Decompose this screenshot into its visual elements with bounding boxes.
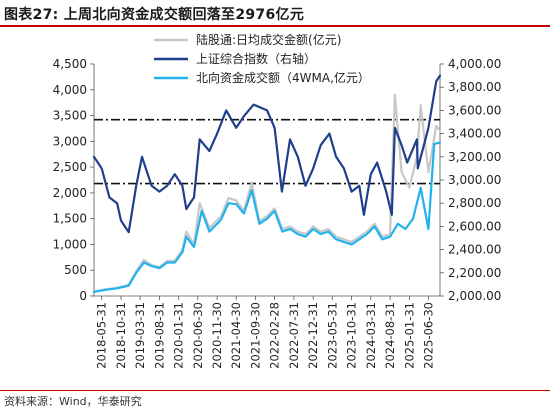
right-tick-label: 3,200.00	[448, 150, 501, 164]
x-tick-label: 2022-12-31	[306, 302, 320, 369]
figure-title-bar: 图表27: 上周北向资金成交额回落至2976亿元	[0, 0, 550, 27]
legend-label: 上证综合指数（右轴）	[196, 51, 316, 66]
chart-legend: 陆股通:日均成交金额(亿元) 上证综合指数（右轴） 北向资金成交额（4WMA,亿元）	[154, 32, 370, 85]
right-tick-label: 3,400.00	[448, 127, 501, 141]
x-tick-label: 2022-02-28	[268, 302, 282, 369]
left-tick-label: 3,500	[53, 109, 87, 123]
series-daily-turnover-line	[92, 93, 442, 293]
x-tick-label: 2024-08-31	[383, 302, 397, 369]
x-tick-label: 2021-09-30	[249, 302, 263, 369]
left-axis: 0 500 1,000 1,500 2,000 2,500 3,000 3,500 4,000 4…	[53, 57, 95, 303]
right-tick-label: 2,000.00	[448, 289, 501, 303]
title-rule	[0, 25, 550, 27]
right-tick-label: 2,200.00	[448, 266, 501, 280]
left-tick-label: 1,000	[53, 237, 87, 251]
legend-label: 陆股通:日均成交金额(亿元)	[196, 32, 341, 47]
x-tick-label: 2023-05-31	[325, 302, 339, 369]
right-tick-label: 3,600.00	[448, 103, 501, 117]
left-tick-label: 4,000	[53, 83, 87, 97]
right-tick-label: 2,400.00	[448, 243, 501, 257]
left-tick-label: 2,500	[53, 160, 87, 174]
figure-title: 图表27: 上周北向资金成交额回落至2976亿元	[4, 7, 305, 23]
x-tick-label: 2019-03-31	[133, 302, 147, 369]
right-tick-label: 2,600.00	[448, 219, 501, 233]
right-tick-label: 3,000.00	[448, 173, 501, 187]
x-tick-label: 2025-06-30	[421, 302, 435, 369]
left-tick-label: 0	[79, 289, 87, 303]
right-tick-label: 2,800.00	[448, 196, 501, 210]
x-tick-label: 2020-06-30	[191, 302, 205, 369]
x-tick-label: 2020-01-31	[172, 302, 186, 369]
x-tick-label: 2018-10-31	[114, 302, 128, 369]
x-tick-label: 2020-11-30	[210, 302, 224, 369]
series-sse-index-line	[92, 74, 442, 234]
right-tick-label: 4,000.00	[448, 57, 501, 71]
x-tick-label: 2021-04-30	[229, 302, 243, 369]
legend-label: 北向资金成交额（4WMA,亿元）	[196, 70, 370, 85]
source-note: 资料来源：Wind，华泰研究	[4, 395, 142, 408]
plot-area	[92, 74, 442, 293]
x-tick-label: 2019-08-31	[152, 302, 166, 369]
left-tick-label: 2,000	[53, 186, 87, 200]
left-tick-label: 1,500	[53, 212, 87, 226]
x-tick-label: 2022-07-31	[287, 302, 301, 369]
footer-rule	[0, 390, 550, 391]
right-axis: 2,000.00 2,200.00 2,400.00 2,600.00 2,800.00…	[439, 57, 501, 303]
x-tick-label: 2025-01-31	[402, 302, 416, 369]
left-tick-label: 3,000	[53, 134, 87, 148]
x-axis: 2018-05-31 2018-10-31 2019-03-31 2019-08-31…	[94, 295, 440, 369]
left-tick-label: 500	[64, 263, 87, 277]
x-tick-label: 2018-05-31	[95, 302, 109, 369]
chart-area: 陆股通:日均成交金额(亿元) 上证综合指数（右轴） 北向资金成交额（4WMA,亿元）…	[53, 32, 502, 369]
left-tick-label: 4,500	[53, 57, 87, 71]
x-tick-label: 2024-03-31	[364, 302, 378, 369]
x-tick-label: 2023-10-31	[345, 302, 359, 369]
series-wma4-line	[92, 141, 442, 293]
right-tick-label: 3,800.00	[448, 80, 501, 94]
